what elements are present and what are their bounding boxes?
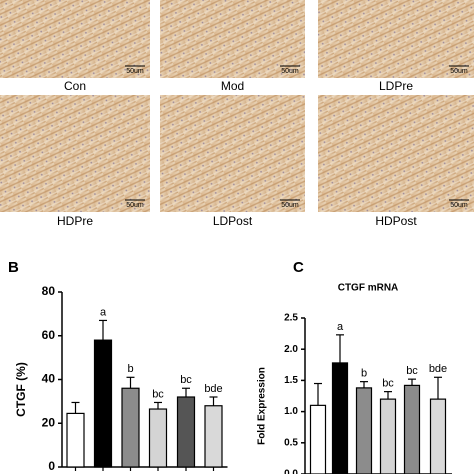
image-label: LDPre — [379, 79, 413, 93]
image-label: HDPre — [57, 214, 93, 228]
significance-label: bde — [204, 383, 222, 395]
image-label: Mod — [221, 79, 244, 93]
chart-title: CTGF mRNA — [338, 283, 399, 294]
scale-bar-label: 50um — [126, 68, 144, 75]
y-tick-label: 2.5 — [284, 313, 298, 324]
significance-label: bc — [382, 378, 394, 390]
y-tick-label: 40 — [42, 372, 56, 386]
scale-bar-label: 50um — [450, 68, 468, 75]
micrograph — [318, 95, 474, 212]
y-tick-label: 0.5 — [284, 437, 298, 448]
y-tick-label: 60 — [42, 328, 56, 342]
bar — [121, 387, 140, 468]
significance-label: a — [100, 306, 107, 318]
y-tick-label: 0 — [48, 459, 55, 473]
bar — [331, 362, 349, 474]
bar — [309, 404, 327, 474]
significance-label: bc — [406, 365, 418, 377]
scale-bar-label: 50um — [281, 202, 299, 209]
y-axis-label: Fold Expression — [257, 367, 268, 445]
bar — [148, 408, 168, 468]
y-tick-label: 0.0 — [284, 469, 298, 474]
scale-bar-label: 50um — [281, 68, 299, 75]
significance-label: bc — [180, 374, 192, 386]
y-tick-label: 1.0 — [284, 406, 298, 417]
image-label: HDPost — [375, 214, 417, 228]
bar — [66, 412, 85, 468]
y-tick-label: 80 — [42, 284, 56, 298]
significance-label: bde — [429, 363, 447, 375]
significance-label: b — [127, 363, 133, 375]
y-tick-label: 2.0 — [284, 344, 298, 355]
image-label: Con — [64, 79, 86, 93]
image-label: LDPost — [213, 214, 253, 228]
bar — [379, 398, 397, 474]
y-tick-label: 20 — [42, 415, 56, 429]
bar — [176, 396, 196, 468]
bar — [204, 405, 223, 468]
y-tick-label: 1.5 — [284, 375, 298, 386]
significance-label: a — [337, 321, 344, 333]
micrographs: 50um Con 50um Mod 50um LDPre 50um HDPre 50um LDPo… — [0, 0, 474, 228]
micrograph — [0, 95, 150, 212]
panel-label: B — [8, 259, 19, 276]
micrograph — [160, 95, 305, 212]
bar — [403, 384, 421, 474]
panel-label: C — [293, 259, 304, 276]
significance-label: b — [361, 368, 367, 380]
micrograph — [160, 0, 305, 78]
bar — [355, 387, 373, 474]
micrograph — [318, 0, 474, 78]
micrograph — [0, 0, 150, 78]
significance-label: bc — [152, 388, 164, 400]
y-axis-label: CTGF (%) — [14, 362, 28, 417]
scale-bar-label: 50um — [450, 202, 468, 209]
bar — [429, 398, 447, 474]
scale-bar-label: 50um — [126, 202, 144, 209]
bar — [93, 339, 113, 468]
